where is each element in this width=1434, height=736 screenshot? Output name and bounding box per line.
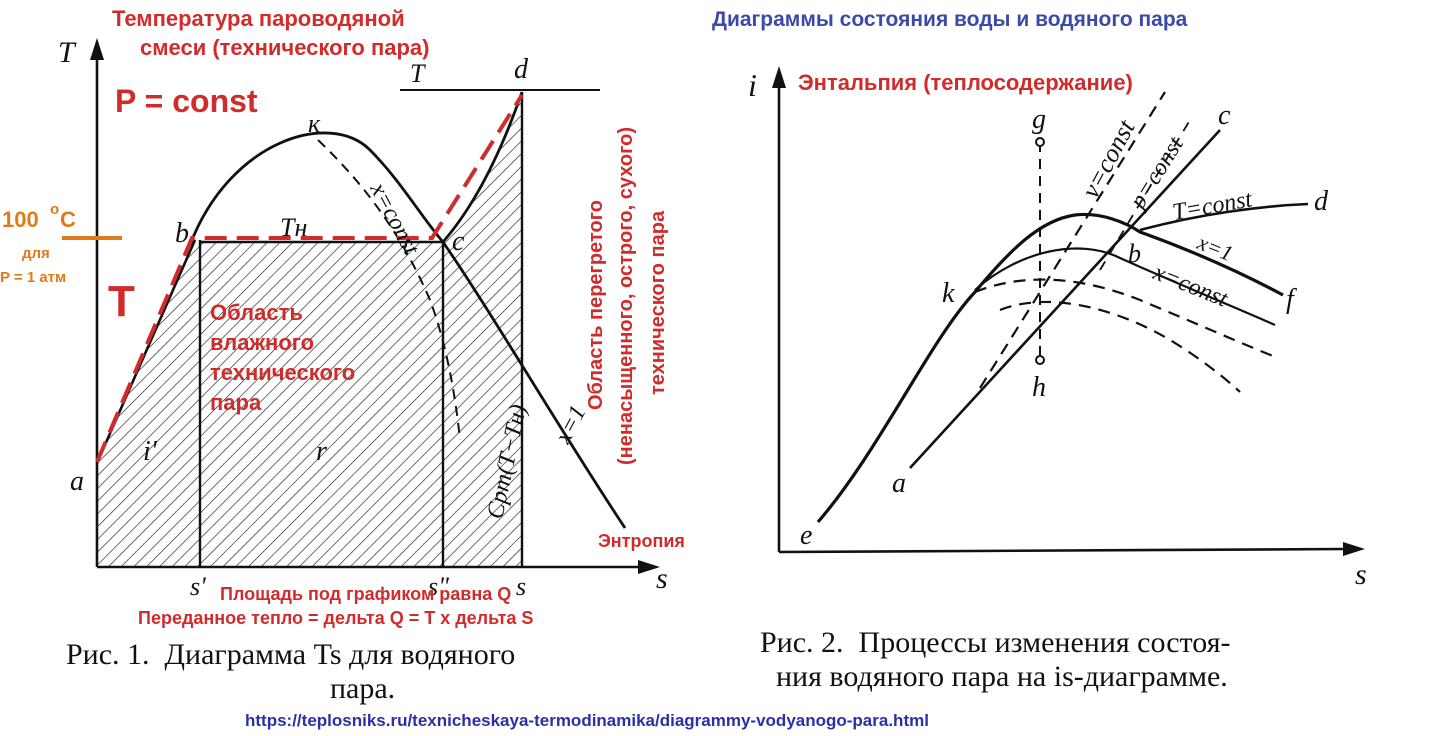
ts-label-d: d [514,54,529,85]
t100-value: 100 [2,207,39,232]
point-g [1035,137,1045,147]
s-axis-2-arrow [1343,542,1365,556]
ts-diagram: T s T d к b c a Tн x=const x=1 i' r Cpm(… [0,6,685,705]
fig2-caption-line1: Рис. 2. Процессы изменения состоя- [760,626,1231,659]
wet-area-line1: Область [210,300,303,325]
p-const-label: P = const [115,83,258,119]
fig1-caption-line1: Рис. 1. Диаграмма Ts для водяного [66,638,515,671]
wet-area-line2: влажного [210,330,314,355]
t100-degree: o [50,201,59,218]
fig2-caption-line2: ния водяного пара на is-диаграмме. [776,660,1228,693]
curve-x-const-solid [974,247,1276,327]
wet-area-line4: пара [210,390,262,415]
is-label-d: d [1314,186,1329,217]
ts-label-s: s [516,572,526,601]
curve-b-d [1139,202,1309,232]
is-label-t-const: T=const [1171,186,1256,226]
is-label-x1: x=1 [1193,229,1236,266]
heat-note: Переданное тепло = дельта Q = T x дельта… [138,608,533,628]
right-title: Диаграммы состояния воды и водяного пара [712,8,1188,31]
ts-label-r: r [316,436,327,467]
x-const-dashed [317,139,461,441]
i-axis-arrow [772,66,786,88]
area-note: Площадь под графиком равна Q [220,584,511,604]
region-wet-steam [200,242,443,567]
line-v-const [979,91,1166,389]
red-dashed-process [95,93,524,463]
is-label-c: c [1218,100,1231,131]
ts-label-a: a [70,466,84,497]
region-superheat [443,92,522,567]
s-axis-arrow [638,560,660,574]
enthalpy-label: Энтальпия (теплосодержание) [798,70,1133,95]
big-t-label: T [108,277,135,326]
t-axis-arrow [90,38,104,60]
superheat-line2: (ненасыщенного, острого, сухого) [615,127,637,465]
curve-dashed-upper [974,278,1279,360]
ts-axis-label-s: s [656,562,668,595]
is-diagram: Диаграммы состояния воды и водяного пара… [712,8,1367,693]
is-label-h: h [1032,372,1046,403]
is-label-a: a [892,468,906,499]
patm-label: P = 1 атм [0,269,66,286]
is-label-f: f [1286,284,1297,315]
is-label-b: b [1128,239,1141,268]
line-p-const-dashed [1099,119,1191,271]
ts-label-c: c [452,226,465,257]
superheat-line3: технического пара [647,210,669,395]
t100-unit: C [60,207,76,232]
region-water-heating [97,238,200,567]
is-label-x-const: x=const [1149,259,1233,313]
s-axis-2 [778,547,1346,554]
superheat-curve [441,91,524,243]
source-url: https://teplosniks.ru/texnicheskaya-term… [245,711,929,730]
curve-dashed-lower [999,300,1241,393]
is-axis-label-s: s [1355,558,1367,591]
ts-label-t-top: T [410,59,426,88]
curve-ekbf [816,212,1284,524]
is-axis-label-i: i [748,67,757,103]
point-h [1035,355,1045,365]
ts-axis-label-t: T [58,36,77,69]
ts-label-i-prime: i' [143,436,158,467]
wet-area-line3: технического [210,360,355,385]
ts-label-s-double-prime: s" [428,572,449,601]
ts-label-b: b [175,218,189,249]
superheat-line1: Область перегретого [585,200,607,410]
saturation-dome [188,131,445,246]
ts-label-k: к [308,109,321,138]
ts-label-tn: Tн [280,213,307,242]
is-label-k: k [942,278,955,309]
fig1-caption-line2: пара. [330,672,395,705]
line-a-c [909,129,1221,469]
temp-annotation-line1: Температура пароводяной [112,6,405,31]
is-label-g: g [1032,104,1046,135]
entropy-label: Энтропия [598,531,685,551]
is-label-e: e [800,520,812,551]
x1-line [441,241,627,529]
temp-annotation-line2: смеси (технического пара) [140,35,429,60]
for-label: для [22,245,50,262]
ts-label-s-prime: s' [190,572,206,601]
